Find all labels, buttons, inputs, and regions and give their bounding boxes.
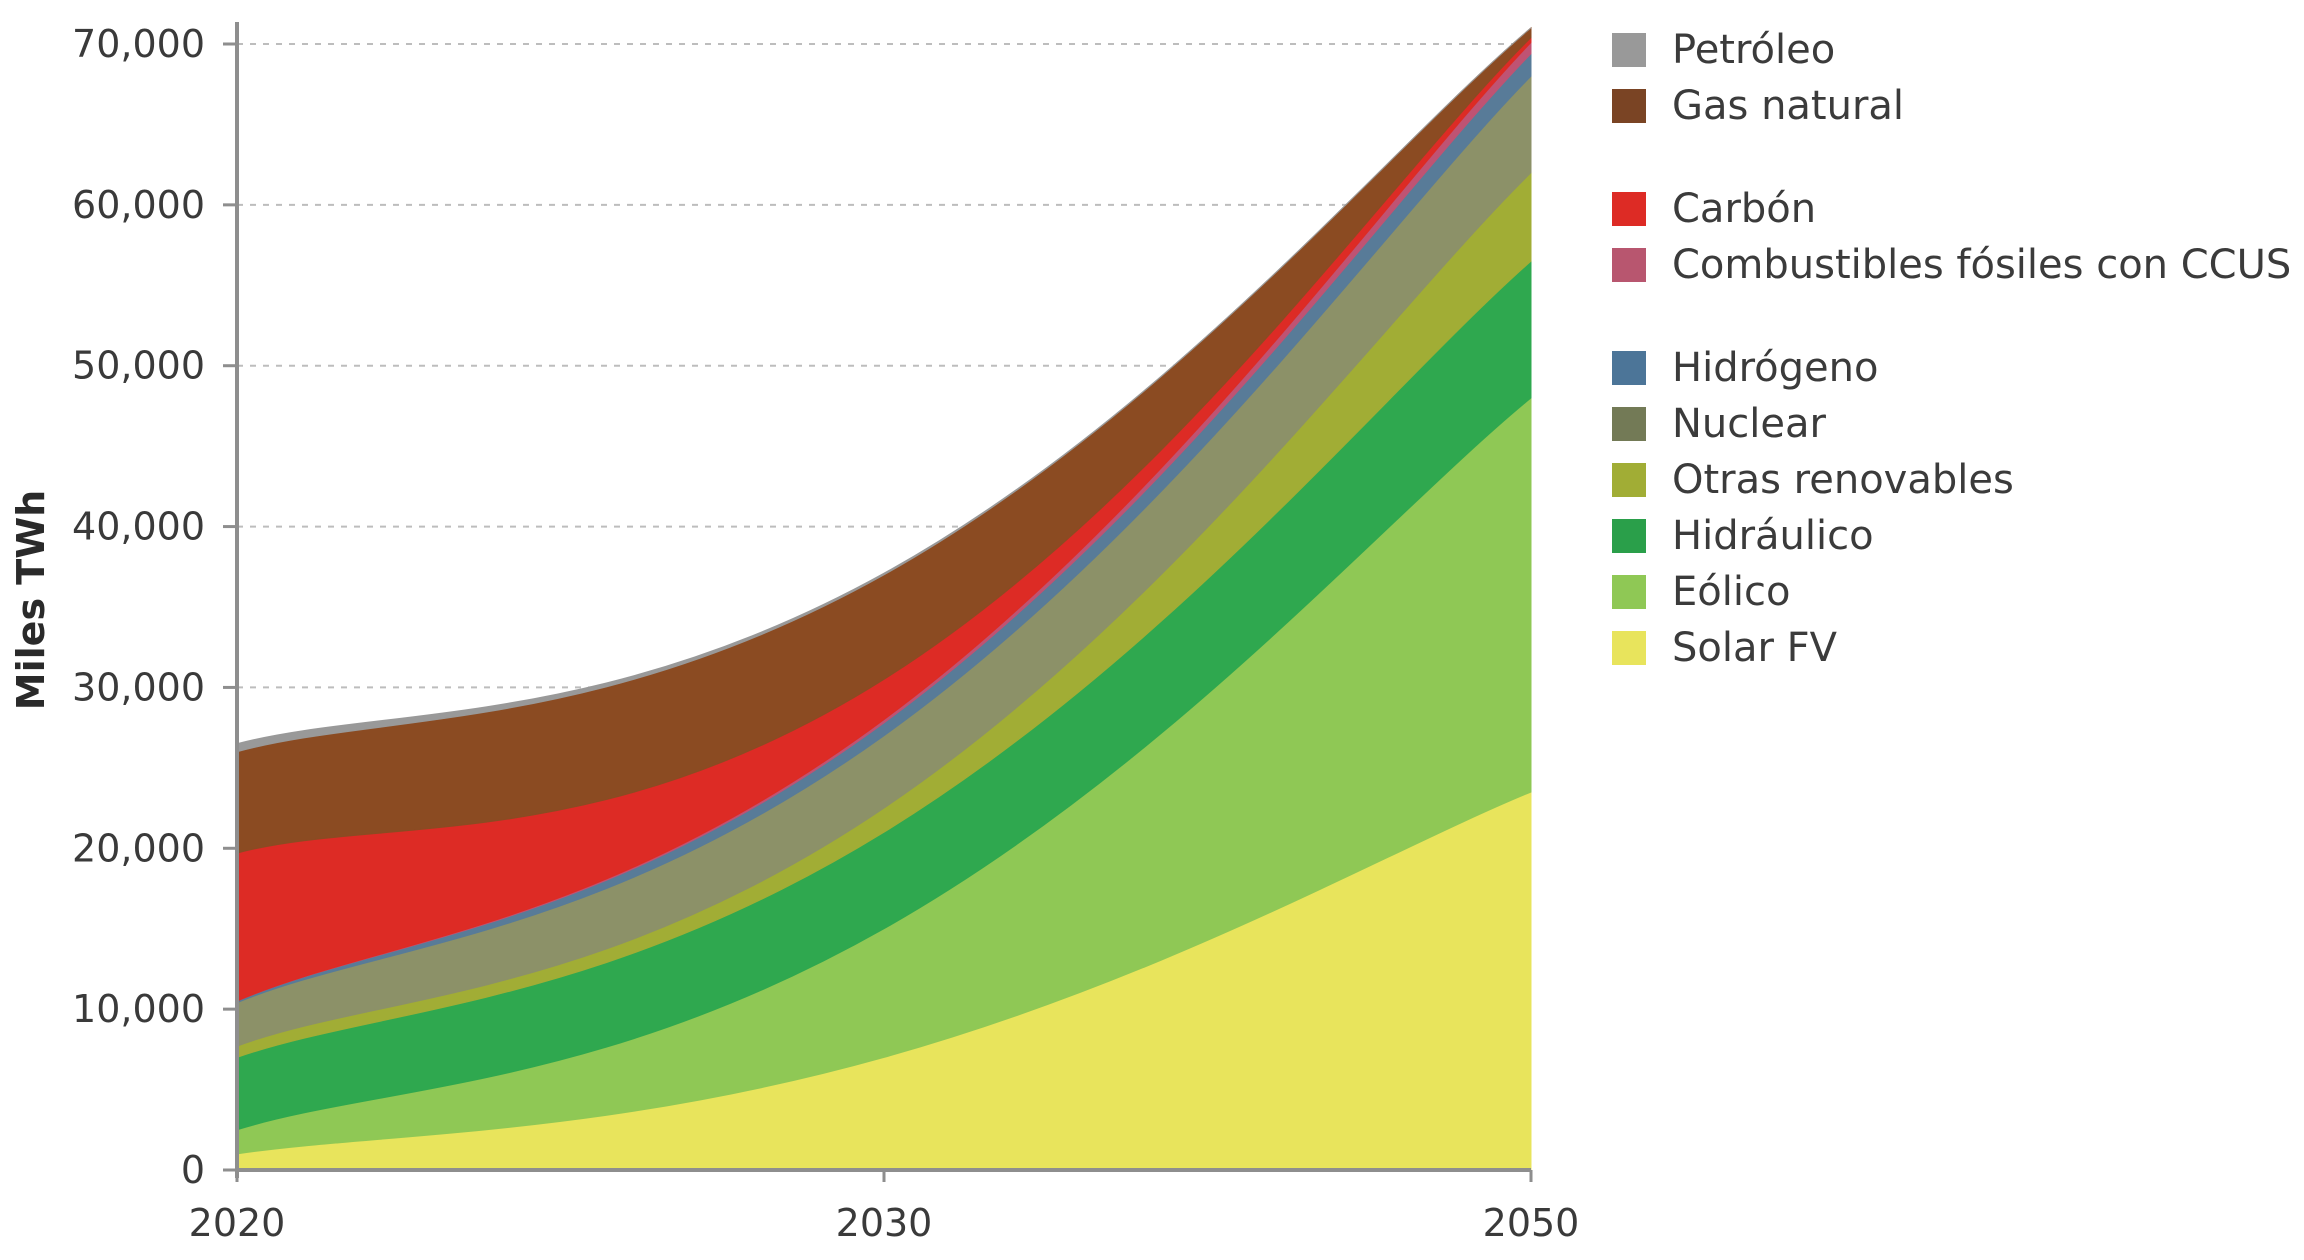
legend-label-carbon: Carbón	[1672, 186, 1817, 232]
legend-item-solar-fv: Solar FV	[1612, 620, 2291, 676]
legend-label-gas-natural: Gas natural	[1672, 83, 1905, 129]
area-petroleo	[236, 27, 1532, 753]
y-tick-label: 10,000	[72, 987, 205, 1031]
legend-item-ccus: Combustibles fósiles con CCUS	[1612, 237, 2291, 293]
legend-item-nuclear: Nuclear	[1612, 396, 2291, 452]
y-tick-label: 40,000	[72, 505, 205, 549]
legend-item-hidraulico: Hidráulico	[1612, 508, 2291, 564]
legend-label-petroleo: Petróleo	[1672, 27, 1836, 73]
legend-item-hidrogeno: Hidrógeno	[1612, 340, 2291, 396]
legend-item-otras-renovables: Otras renovables	[1612, 452, 2291, 508]
legend-item-eolico: Eólico	[1612, 564, 2291, 620]
legend-swatch-ccus	[1612, 248, 1646, 282]
x-tick-label: 2030	[836, 1201, 933, 1245]
legend-label-nuclear: Nuclear	[1672, 401, 1826, 447]
legend-label-otras-renovables: Otras renovables	[1672, 457, 2014, 503]
legend-label-hidraulico: Hidráulico	[1672, 513, 1874, 559]
ticks: 0 10,000 20,000 30,000 40,000 50,000 60,000 70,…	[72, 22, 1579, 1245]
legend-swatch-nuclear	[1612, 407, 1646, 441]
y-tick-label: 30,000	[72, 665, 205, 709]
x-tick-label: 2020	[189, 1201, 286, 1245]
legend: Petróleo Gas natural Carbón Combustibles…	[1612, 22, 2291, 676]
legend-item-petroleo: Petróleo	[1612, 22, 2291, 78]
legend-label-hidrogeno: Hidrógeno	[1672, 345, 1879, 391]
stacked-areas	[236, 26, 1532, 1171]
legend-swatch-otras-renovables	[1612, 463, 1646, 497]
y-tick-label: 50,000	[72, 344, 205, 388]
y-tick-label: 60,000	[72, 183, 205, 227]
y-tick-label: 0	[181, 1148, 205, 1192]
legend-item-carbon: Carbón	[1612, 181, 2291, 237]
legend-swatch-solar-fv	[1612, 631, 1646, 665]
legend-swatch-eolico	[1612, 575, 1646, 609]
legend-swatch-gas-natural	[1612, 89, 1646, 123]
legend-label-ccus: Combustibles fósiles con CCUS	[1672, 242, 2292, 288]
legend-swatch-hidraulico	[1612, 519, 1646, 553]
legend-swatch-hidrogeno	[1612, 351, 1646, 385]
x-tick-label: 2050	[1483, 1201, 1580, 1245]
legend-label-eolico: Eólico	[1672, 569, 1791, 615]
legend-label-solar-fv: Solar FV	[1672, 625, 1838, 671]
y-tick-label: 70,000	[72, 22, 205, 66]
y-axis-title: Miles TWh	[9, 490, 53, 710]
legend-swatch-carbon	[1612, 192, 1646, 226]
legend-swatch-petroleo	[1612, 33, 1646, 67]
legend-item-gas-natural: Gas natural	[1612, 78, 2291, 134]
y-tick-label: 20,000	[72, 826, 205, 870]
